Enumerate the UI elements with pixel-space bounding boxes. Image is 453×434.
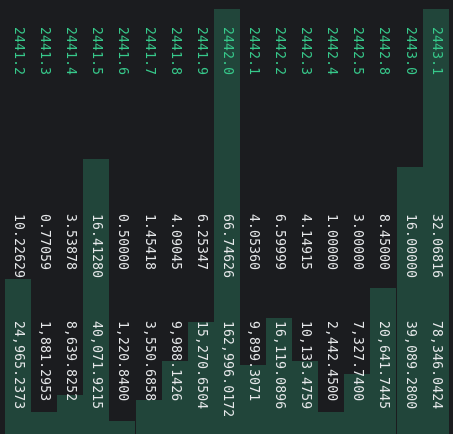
order-book-row[interactable]: 2441.6 0.50000 1,220.8400	[109, 0, 135, 434]
quantity-text: 6.59999	[272, 214, 287, 271]
depth-bar	[162, 361, 188, 434]
quantity-text: 0.77059	[37, 214, 52, 271]
total-text: 10,133.4759	[298, 321, 313, 410]
order-book-row[interactable]: 2441.9 6.25347 15,270.6504	[188, 0, 214, 434]
price-text: 2441.5	[89, 27, 104, 76]
order-book-row[interactable]: 2441.5 16.41280 40,071.9215	[83, 0, 109, 434]
depth-bar	[109, 421, 135, 434]
price-text: 2443.1	[429, 27, 444, 76]
quantity-text: 4.05360	[246, 214, 261, 271]
total-text: 9,988.1426	[168, 321, 183, 402]
order-book-row[interactable]: 2441.4 3.53878 8,639.8252	[57, 0, 83, 434]
price-text: 2442.8	[376, 27, 391, 76]
quantity-text: 4.09045	[168, 214, 183, 271]
total-text: 3,550.6858	[142, 321, 157, 402]
total-text: 7,327.7400	[350, 321, 365, 402]
depth-bar	[188, 322, 214, 434]
order-book-row[interactable]: 2442.1 4.05360 9,899.3071	[240, 0, 266, 434]
total-text: 162,996.0172	[220, 321, 235, 418]
order-book-row[interactable]: 2442.5 3.00000 7,327.7400	[344, 0, 370, 434]
depth-bar	[83, 159, 109, 434]
total-text: 1,220.8400	[115, 321, 130, 402]
price-text: 2443.0	[403, 27, 418, 76]
depth-bar	[292, 361, 318, 434]
price-text: 2442.2	[272, 27, 287, 76]
total-text: 78,346.0424	[429, 321, 444, 410]
total-text: 24,965.2373	[11, 321, 26, 410]
quantity-text: 16.00000	[403, 214, 418, 279]
price-text: 2441.6	[115, 27, 130, 76]
quantity-text: 3.53878	[63, 214, 78, 271]
quantity-text: 6.25347	[194, 214, 209, 271]
order-book-row[interactable]: 2442.0 66.74626 162,996.0172	[214, 0, 240, 434]
price-text: 2441.2	[11, 27, 26, 76]
price-text: 2442.3	[298, 27, 313, 76]
order-book-row[interactable]: 2442.8 8.45000 20,641.7445	[370, 0, 396, 434]
order-book-row[interactable]: 2441.2 10.22629 24,965.2373	[5, 0, 31, 434]
quantity-text: 3.00000	[350, 214, 365, 271]
total-text: 1,881.2953	[37, 321, 52, 402]
order-book-row[interactable]: 2442.4 1.00000 2,442.4500	[318, 0, 344, 434]
depth-bar	[57, 395, 83, 434]
total-text: 8,639.8252	[63, 321, 78, 402]
quantity-text: 1.00000	[324, 214, 339, 271]
depth-bar	[266, 318, 292, 434]
depth-bar	[397, 167, 423, 434]
total-text: 2,442.4500	[324, 321, 339, 402]
total-text: 9,899.3071	[246, 321, 261, 402]
order-book-row[interactable]: 2443.0 16.00000 39,089.2800	[397, 0, 423, 434]
price-text: 2441.3	[37, 27, 52, 76]
depth-bar	[136, 400, 162, 434]
quantity-text: 16.41280	[89, 214, 104, 279]
order-book-row[interactable]: 2442.3 4.14915 10,133.4759	[292, 0, 318, 434]
price-text: 2441.4	[63, 27, 78, 76]
quantity-text: 1.45418	[142, 214, 157, 271]
quantity-text: 10.22629	[11, 214, 26, 279]
depth-bar	[423, 9, 449, 434]
total-text: 15,270.6504	[194, 321, 209, 410]
order-book-row[interactable]: 2441.3 0.77059 1,881.2953	[31, 0, 57, 434]
depth-bar	[214, 9, 240, 434]
order-book-row[interactable]: 2442.2 6.59999 16,119.0896	[266, 0, 292, 434]
depth-bar	[31, 412, 57, 434]
depth-bar	[240, 365, 266, 434]
depth-bar	[5, 279, 31, 434]
depth-bar	[370, 288, 396, 434]
total-text: 20,641.7445	[376, 321, 391, 410]
order-book-row[interactable]: 2441.8 4.09045 9,988.1426	[162, 0, 188, 434]
price-text: 2442.0	[220, 27, 235, 76]
total-text: 39,089.2800	[403, 321, 418, 410]
depth-bar	[318, 412, 344, 434]
quantity-text: 32.06816	[429, 214, 444, 279]
total-text: 40,071.9215	[89, 321, 104, 410]
total-text: 16,119.0896	[272, 321, 287, 410]
price-text: 2441.7	[142, 27, 157, 76]
price-text: 2442.4	[324, 27, 339, 76]
order-book-row[interactable]: 2441.7 1.45418 3,550.6858	[136, 0, 162, 434]
price-text: 2442.5	[350, 27, 365, 76]
quantity-text: 4.14915	[298, 214, 313, 271]
price-text: 2441.8	[168, 27, 183, 76]
quantity-text: 0.50000	[115, 214, 130, 271]
price-text: 2441.9	[194, 27, 209, 76]
quantity-text: 66.74626	[220, 214, 235, 279]
price-text: 2442.1	[246, 27, 261, 76]
quantity-text: 8.45000	[376, 214, 391, 271]
order-book-row[interactable]: 2443.1 32.06816 78,346.0424	[423, 0, 449, 434]
depth-bar	[344, 374, 370, 434]
